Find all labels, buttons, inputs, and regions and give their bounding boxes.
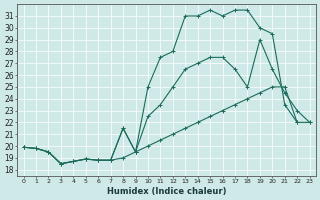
X-axis label: Humidex (Indice chaleur): Humidex (Indice chaleur) xyxy=(107,187,226,196)
